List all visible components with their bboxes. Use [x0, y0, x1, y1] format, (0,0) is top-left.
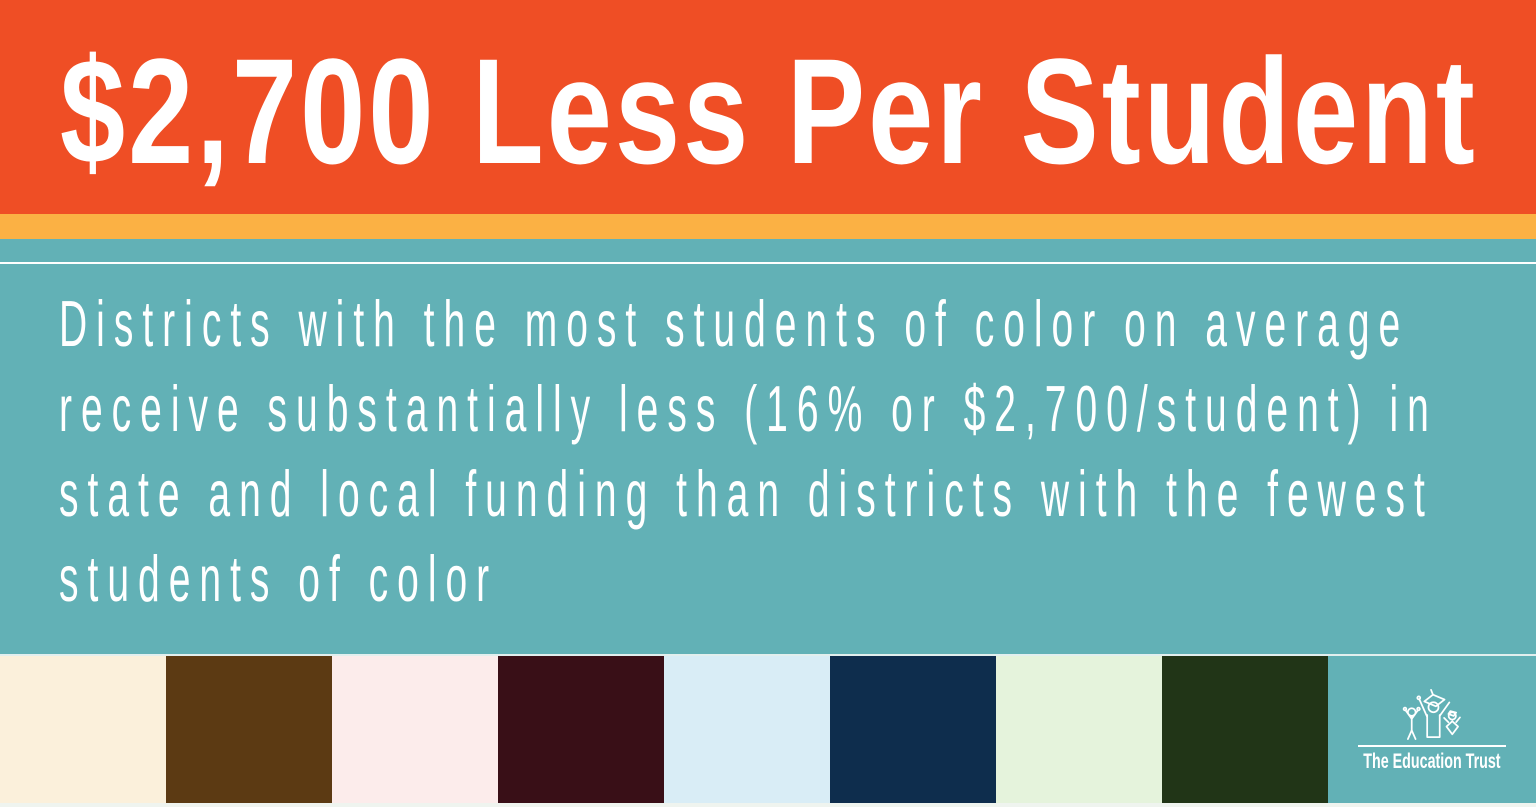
yellow-stripe — [0, 214, 1536, 239]
brand-name: The Education Trust — [1363, 749, 1501, 773]
white-divider — [0, 262, 1536, 264]
swatch-dark-green — [1162, 656, 1328, 803]
description-line: receive substantially less (16% or $2,70… — [59, 372, 1438, 445]
bottom-edge-strip — [0, 803, 1536, 807]
description-line: students of color — [59, 542, 499, 615]
swatch-pale-blue — [664, 656, 830, 803]
headline-banner: $2,700 Less Per Student — [0, 0, 1536, 214]
swatch-navy — [830, 656, 996, 803]
education-trust-logo: The Education Trust — [1331, 686, 1533, 774]
swatch-cream — [0, 656, 166, 803]
headline: $2,700 Less Per Student — [60, 27, 1478, 195]
palette-swatches — [0, 656, 1328, 803]
description-line: Districts with the most students of colo… — [59, 287, 1410, 360]
swatch-blush-pink — [332, 656, 498, 803]
logo-divider-line — [1357, 744, 1506, 747]
pale-divider — [0, 654, 1536, 656]
description-section: Districts with the most students of colo… — [0, 264, 1536, 654]
swatch-dark-brown — [166, 656, 332, 803]
color-palette-strip: The Education Trust — [0, 656, 1536, 803]
swatch-dark-maroon — [498, 656, 664, 803]
swatch-pale-mint — [996, 656, 1162, 803]
brand-area: The Education Trust — [1328, 656, 1536, 803]
teal-stripe — [0, 239, 1536, 262]
education-trust-children-icon — [1402, 688, 1461, 740]
description-line: state and local funding than districts w… — [59, 457, 1434, 530]
description-text: Districts with the most students of colo… — [59, 281, 1536, 621]
